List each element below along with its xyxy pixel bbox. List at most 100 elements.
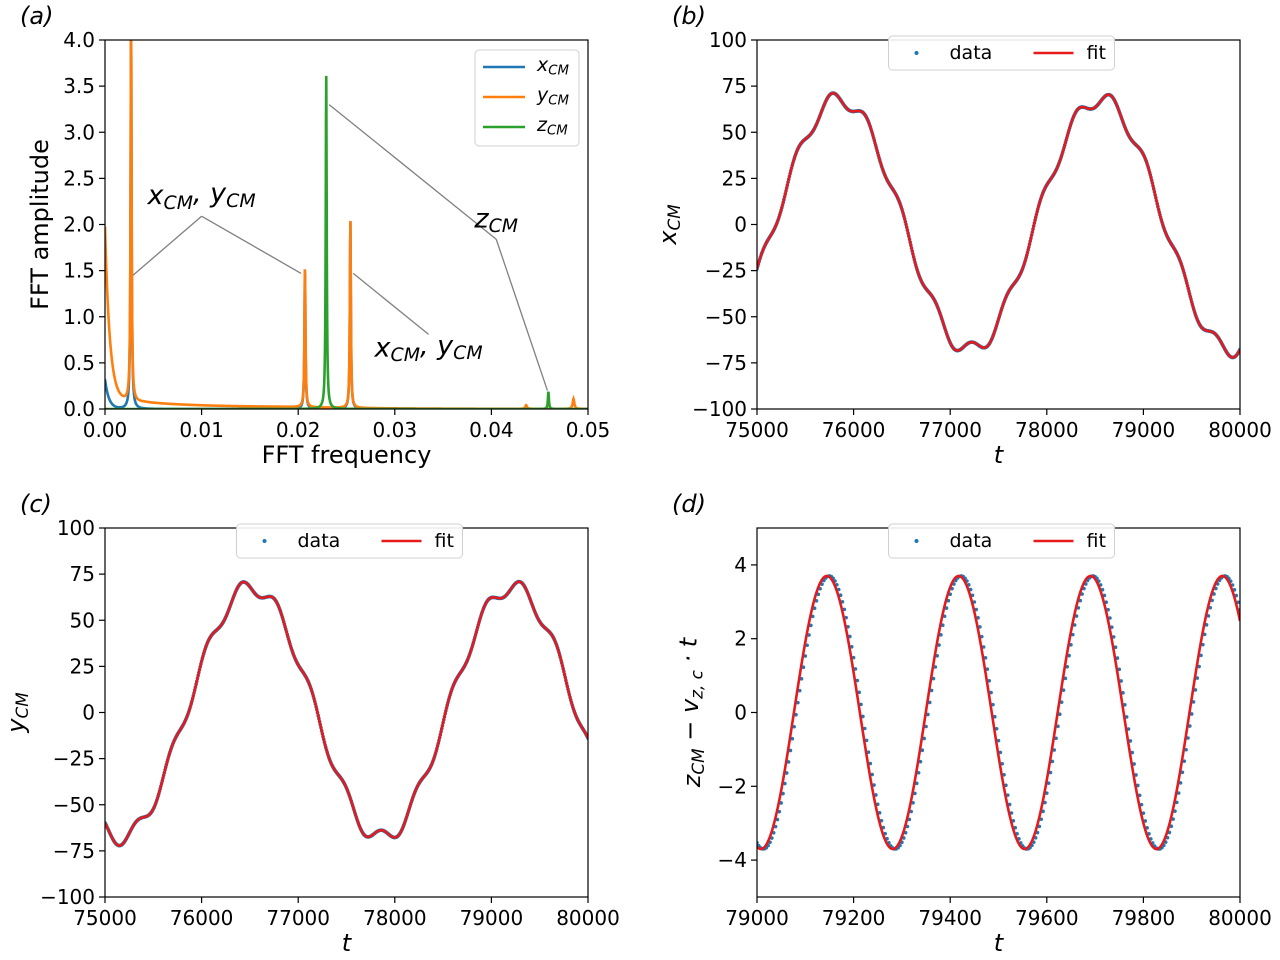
y-axis-label: xCM — [654, 204, 684, 246]
data-point — [1115, 656, 1120, 660]
annotation-arrow — [495, 239, 549, 391]
y-tick-label: 3.0 — [63, 120, 95, 144]
y-tick-label: −4 — [718, 848, 747, 872]
data-point — [1061, 688, 1066, 692]
data-point — [978, 625, 982, 629]
y-tick-label: −2 — [718, 774, 747, 798]
data-point — [872, 783, 876, 787]
data-point — [866, 750, 871, 754]
data-point — [796, 700, 800, 705]
data-point — [779, 801, 783, 805]
x-tick-label: 0.01 — [179, 418, 224, 442]
x-tick-label: 79600 — [1015, 906, 1079, 930]
x-tick-label: 76000 — [170, 906, 234, 930]
y-tick-label: 50 — [722, 120, 747, 144]
data-point — [1054, 736, 1058, 741]
data-point — [870, 772, 874, 777]
y-tick-label: 0.0 — [63, 397, 95, 421]
x-tick-label: 80000 — [556, 906, 620, 930]
series-fit — [757, 91, 1240, 359]
data-point — [1121, 691, 1125, 695]
data-point — [801, 665, 806, 670]
data-point — [1123, 703, 1127, 707]
data-point — [920, 748, 925, 753]
y-tick-label: −25 — [53, 747, 95, 771]
data-point — [857, 690, 861, 695]
panel-a: xCM, yCM zCM xCM, yCM 0.00 0.01 0.02 0.03 0.04 0… — [20, 2, 610, 469]
legend: data fit — [888, 35, 1115, 71]
y-tick-label: −25 — [705, 259, 747, 283]
axes-frame — [756, 527, 1241, 898]
data-point — [987, 678, 992, 683]
data-point — [1007, 802, 1012, 807]
data-point — [981, 645, 986, 649]
legend-swatch-data — [262, 539, 267, 543]
data-point — [853, 667, 858, 671]
legend-box — [236, 523, 463, 559]
data-point — [1067, 653, 1071, 658]
data-point — [1199, 653, 1203, 658]
data-point — [1193, 688, 1198, 692]
data-point — [916, 770, 921, 775]
data-point — [935, 654, 939, 658]
annotation-label: xCM, yCM — [374, 330, 483, 366]
legend-entry-z-cm: zCM — [536, 114, 568, 138]
data-point — [1043, 800, 1047, 805]
data-point — [862, 726, 867, 731]
y-axis-label: yCM — [2, 692, 32, 734]
data-point — [786, 760, 791, 764]
annotation-label: zCM — [473, 203, 518, 237]
data-point — [996, 738, 1001, 743]
data-point — [1045, 791, 1049, 795]
y-tick-label: −75 — [53, 839, 95, 863]
y-tick-label: 75 — [70, 562, 95, 586]
data-point — [1180, 770, 1185, 775]
data-point — [783, 781, 787, 786]
x-tick-label: 78000 — [1015, 418, 1079, 442]
data-point — [922, 736, 926, 741]
y-tick-label: 2.0 — [63, 213, 95, 237]
legend-swatch-data — [914, 51, 919, 55]
data-point — [976, 616, 980, 620]
legend-entry-fit: fit — [1087, 530, 1106, 552]
y-tick-label: −50 — [53, 793, 95, 817]
legend-entry-fit: fit — [435, 530, 454, 552]
data-point — [781, 791, 785, 796]
x-axis-label: FFT frequency — [262, 441, 432, 469]
data-point — [792, 724, 796, 729]
data-point — [1195, 676, 1200, 680]
data-point — [1004, 783, 1008, 788]
series-fit — [105, 580, 588, 847]
panel-label: (d) — [672, 490, 706, 518]
y-tick-label: 50 — [70, 608, 95, 632]
data-point — [1119, 679, 1123, 683]
data-point — [911, 800, 915, 805]
y-tick-label: −100 — [40, 885, 95, 909]
data-point — [1050, 759, 1055, 764]
y-axis-label: FFT amplitude — [26, 139, 54, 310]
data-point — [1189, 712, 1194, 716]
data-point — [797, 688, 802, 693]
data-point — [874, 793, 878, 797]
x-tick-label: 80000 — [1208, 906, 1272, 930]
data-point — [1046, 781, 1051, 785]
data-point — [1072, 623, 1077, 627]
data-point — [855, 678, 860, 683]
annotation-arrow — [328, 104, 497, 240]
panel-d: 79000 79200 79400 79600 79800 80000 −4 −2 0 2 4 t zC… — [672, 490, 1272, 957]
data-point — [1132, 762, 1136, 766]
data-point — [1201, 642, 1205, 647]
y-tick-label: 75 — [722, 74, 747, 98]
y-tick-label: 25 — [70, 654, 95, 678]
y-axis-label-group: zCM − vz, c · t — [674, 636, 708, 788]
data-point — [1134, 773, 1138, 777]
x-tick-label: 79000 — [460, 906, 524, 930]
data-point — [1126, 727, 1131, 731]
data-point — [848, 634, 852, 639]
data-point — [1137, 793, 1142, 798]
data-point — [926, 712, 930, 717]
data-point — [1175, 800, 1179, 805]
x-tick-label: 0.04 — [469, 418, 514, 442]
data-point — [939, 633, 943, 637]
